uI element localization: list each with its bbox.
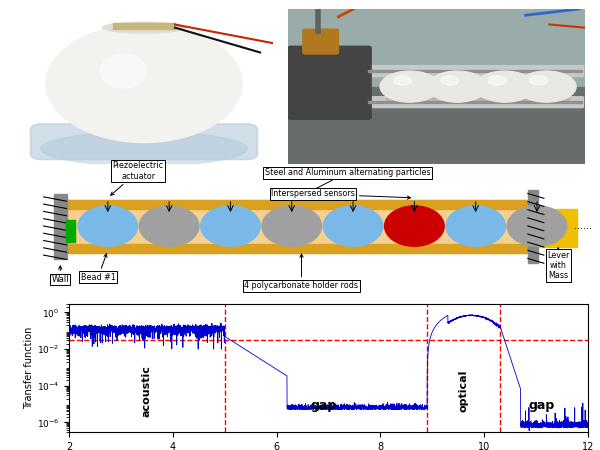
Y-axis label: Transfer function: Transfer function [24, 327, 34, 409]
Text: Bead #N: Bead #N [0, 449, 1, 450]
Ellipse shape [103, 22, 185, 33]
Ellipse shape [262, 206, 322, 246]
Circle shape [441, 76, 459, 85]
Bar [368, 101, 582, 103]
Circle shape [475, 71, 535, 102]
Ellipse shape [78, 206, 137, 246]
Ellipse shape [200, 206, 260, 246]
Circle shape [46, 24, 242, 143]
Text: Lever
with
Mass: Lever with Mass [547, 248, 569, 280]
Ellipse shape [323, 206, 383, 246]
Bar [66, 220, 75, 242]
Circle shape [380, 71, 439, 102]
Circle shape [394, 76, 411, 85]
FancyBboxPatch shape [367, 66, 584, 77]
Circle shape [428, 71, 487, 102]
Ellipse shape [481, 95, 529, 103]
Bar [67, 244, 531, 253]
Bar [113, 23, 175, 29]
Text: 4 polycarbonate holder rods: 4 polycarbonate holder rods [245, 254, 359, 290]
Bar [528, 190, 538, 263]
Text: acoustic: acoustic [142, 365, 152, 417]
Bar [368, 70, 582, 72]
Ellipse shape [41, 132, 247, 166]
Bar [288, 86, 585, 164]
Circle shape [488, 76, 506, 85]
FancyBboxPatch shape [303, 29, 338, 54]
Text: Interspersed sensors: Interspersed sensors [271, 189, 410, 199]
Ellipse shape [386, 95, 434, 103]
Text: Bead #1: Bead #1 [80, 254, 116, 282]
FancyBboxPatch shape [31, 124, 257, 160]
Text: gap: gap [310, 399, 337, 412]
FancyBboxPatch shape [288, 46, 371, 119]
Ellipse shape [434, 95, 481, 103]
Ellipse shape [100, 54, 146, 88]
Circle shape [530, 76, 548, 85]
FancyBboxPatch shape [367, 97, 584, 108]
Bar [67, 200, 531, 209]
Ellipse shape [507, 206, 567, 246]
Circle shape [517, 71, 576, 102]
Text: ......: ...... [574, 221, 592, 231]
Bar [67, 200, 531, 253]
Ellipse shape [523, 95, 570, 103]
Text: gap: gap [528, 399, 554, 412]
Text: optical: optical [458, 370, 469, 413]
FancyBboxPatch shape [540, 209, 577, 247]
Text: Wall: Wall [52, 266, 69, 284]
Ellipse shape [446, 206, 505, 246]
Bar [288, 9, 585, 86]
Bar [54, 194, 67, 260]
Ellipse shape [385, 206, 444, 246]
Text: Steel and Aluminum alternating particles: Steel and Aluminum alternating particles [265, 168, 430, 194]
Ellipse shape [139, 206, 199, 246]
Text: Piezoelectric
actuator: Piezoelectric actuator [111, 162, 164, 195]
